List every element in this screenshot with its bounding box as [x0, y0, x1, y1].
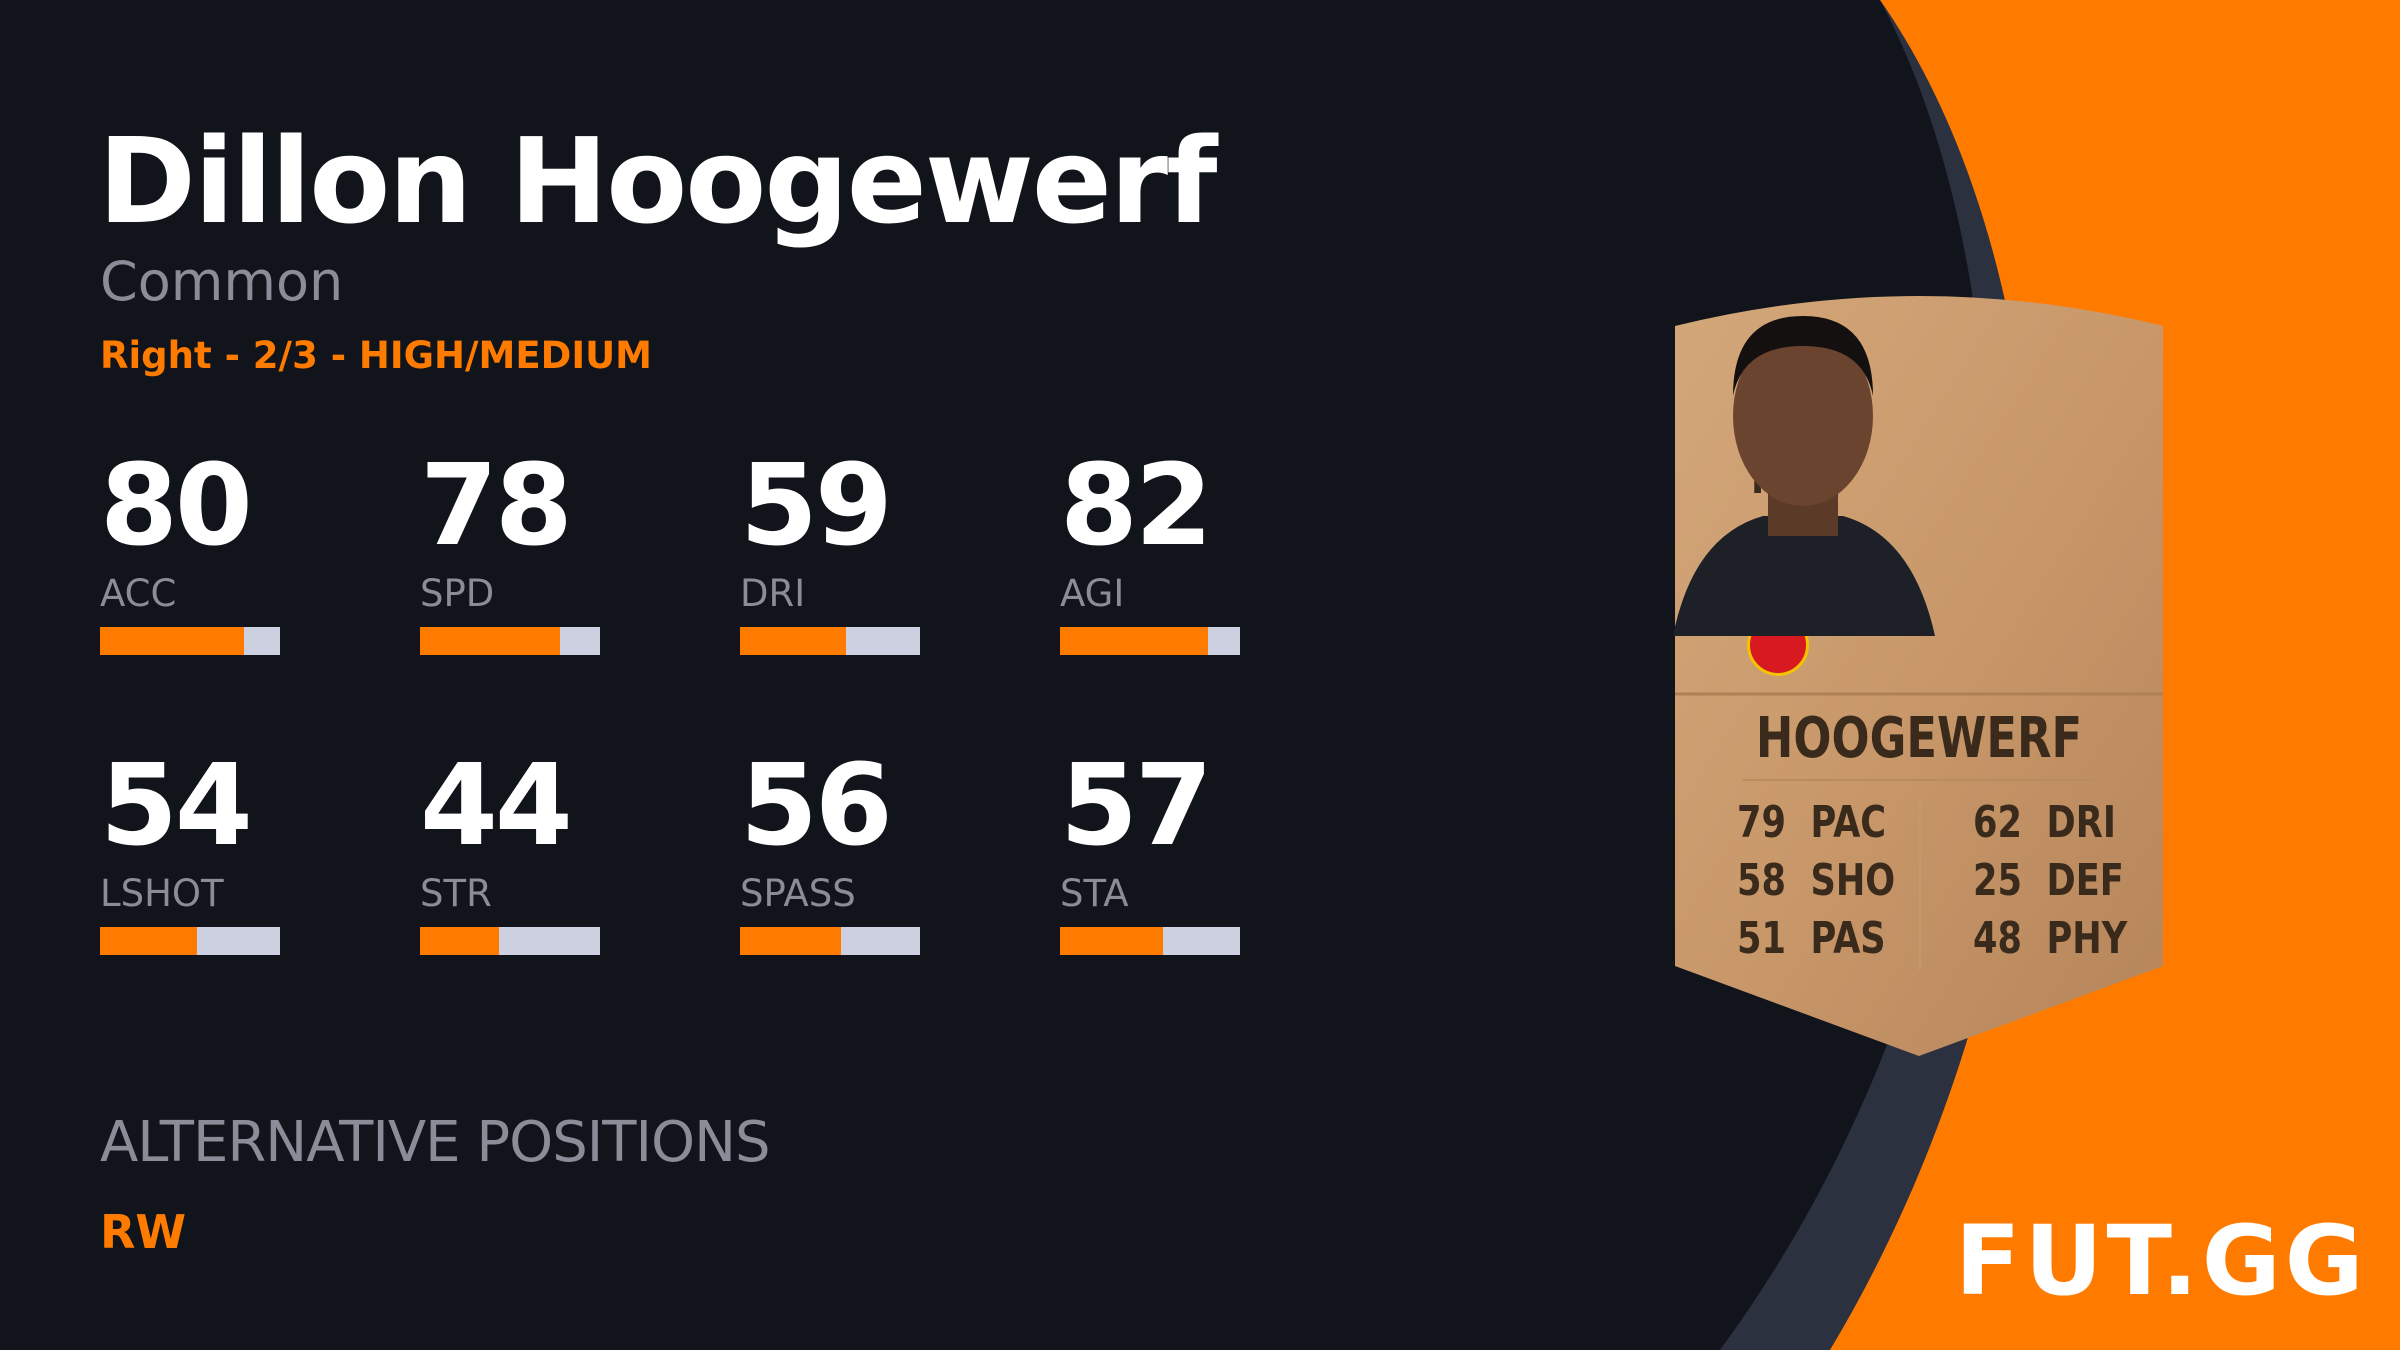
card-stat: 51 PAS [1737, 910, 1895, 968]
card-stat-value: 62 [1973, 797, 2022, 848]
card-stat-label: PAC [1810, 797, 1887, 848]
card-stat: 79 PAC [1737, 794, 1895, 852]
stat-label: STA [1060, 872, 1129, 915]
stat-bar [1060, 927, 1240, 955]
stat-bar [420, 627, 600, 655]
card-stats-divider [1919, 800, 1921, 970]
stat-bar-fill [740, 927, 841, 955]
alternative-positions-heading: ALTERNATIVE POSITIONS [100, 1110, 771, 1175]
stat-bar-fill [420, 927, 500, 955]
card-stat: 62 DRI [1973, 794, 2127, 852]
card-stat-value: 51 [1737, 913, 1786, 964]
player-work-info: Right - 2/3 - HIGH/MEDIUM [100, 334, 652, 377]
stat-acc: 80 ACC [100, 450, 280, 655]
stat-bar [740, 627, 920, 655]
card-player-name: HOOGEWERF [1755, 706, 2083, 771]
stat-lshot: 54 LSHOT [100, 750, 280, 955]
stat-label: STR [420, 872, 492, 915]
card-stat: 48 PHY [1973, 910, 2127, 968]
stat-str: 44 STR [420, 750, 600, 955]
stat-bar-fill [420, 627, 561, 655]
stat-label: AGI [1060, 572, 1125, 615]
futgg-logo: FUT.GG [1955, 1205, 2368, 1317]
player-rarity: Common [100, 250, 344, 313]
player-photo [1673, 316, 1935, 636]
stat-spd: 78 SPD [420, 450, 600, 655]
alternative-position: RW [100, 1205, 187, 1259]
card-stats-right: 62 DRI 25 DEF 48 PHY [1973, 794, 2127, 968]
stat-value: 54 [100, 741, 253, 871]
card-stats-left: 79 PAC 58 SHO 51 PAS [1737, 794, 1895, 968]
card-stat-value: 79 [1737, 797, 1786, 848]
stat-label: SPASS [740, 872, 856, 915]
stat-value: 78 [420, 441, 573, 571]
stat-dri: 59 DRI [740, 450, 920, 655]
stat-value: 80 [100, 441, 253, 571]
stat-label: SPD [420, 572, 495, 615]
stat-bar-fill [100, 927, 198, 955]
stat-sta: 57 STA [1060, 750, 1240, 955]
stat-spass: 56 SPASS [740, 750, 920, 955]
stat-bar [100, 627, 280, 655]
stat-label: ACC [100, 572, 177, 615]
stat-bar [740, 927, 920, 955]
stat-agi: 82 AGI [1060, 450, 1240, 655]
stat-bar-fill [1060, 627, 1208, 655]
stat-value: 57 [1060, 741, 1213, 871]
stat-bar-fill [1060, 927, 1163, 955]
stat-bar-fill [740, 627, 847, 655]
card-stat-label: PHY [2046, 913, 2128, 964]
stat-value: 59 [740, 441, 893, 571]
card-stat: 25 DEF [1973, 852, 2127, 910]
stat-bar [1060, 627, 1240, 655]
stat-bar [100, 927, 280, 955]
stat-label: DRI [740, 572, 806, 615]
card-stat-label: PAS [1810, 913, 1886, 964]
card-stat-label: SHO [1810, 855, 1896, 906]
card-stat-label: DEF [2046, 855, 2124, 906]
stat-bar [420, 927, 600, 955]
stat-value: 44 [420, 741, 573, 871]
stat-bar-fill [100, 627, 244, 655]
card-stat-label: DRI [2046, 797, 2116, 848]
card-stat-value: 48 [1973, 913, 2022, 964]
stat-value: 82 [1060, 441, 1213, 571]
card-stat: 58 SHO [1737, 852, 1895, 910]
card-stat-value: 58 [1737, 855, 1786, 906]
card-stat-value: 25 [1973, 855, 2022, 906]
stat-value: 56 [740, 741, 893, 871]
card-divider [1743, 779, 2093, 781]
player-name: Dillon Hoogewerf [98, 112, 1217, 250]
stat-label: LSHOT [100, 872, 224, 915]
